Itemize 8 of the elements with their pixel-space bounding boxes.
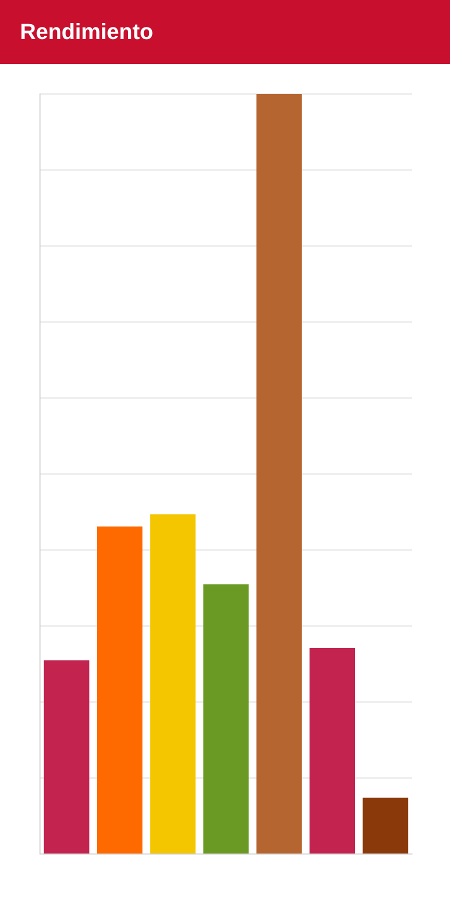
chart-title: Rendimiento bbox=[0, 0, 450, 64]
bar bbox=[256, 94, 302, 854]
bar bbox=[310, 648, 356, 854]
bar bbox=[362, 798, 408, 854]
bar bbox=[44, 660, 90, 854]
bar bbox=[96, 526, 142, 854]
bar bbox=[203, 584, 249, 854]
bar bbox=[150, 514, 196, 854]
